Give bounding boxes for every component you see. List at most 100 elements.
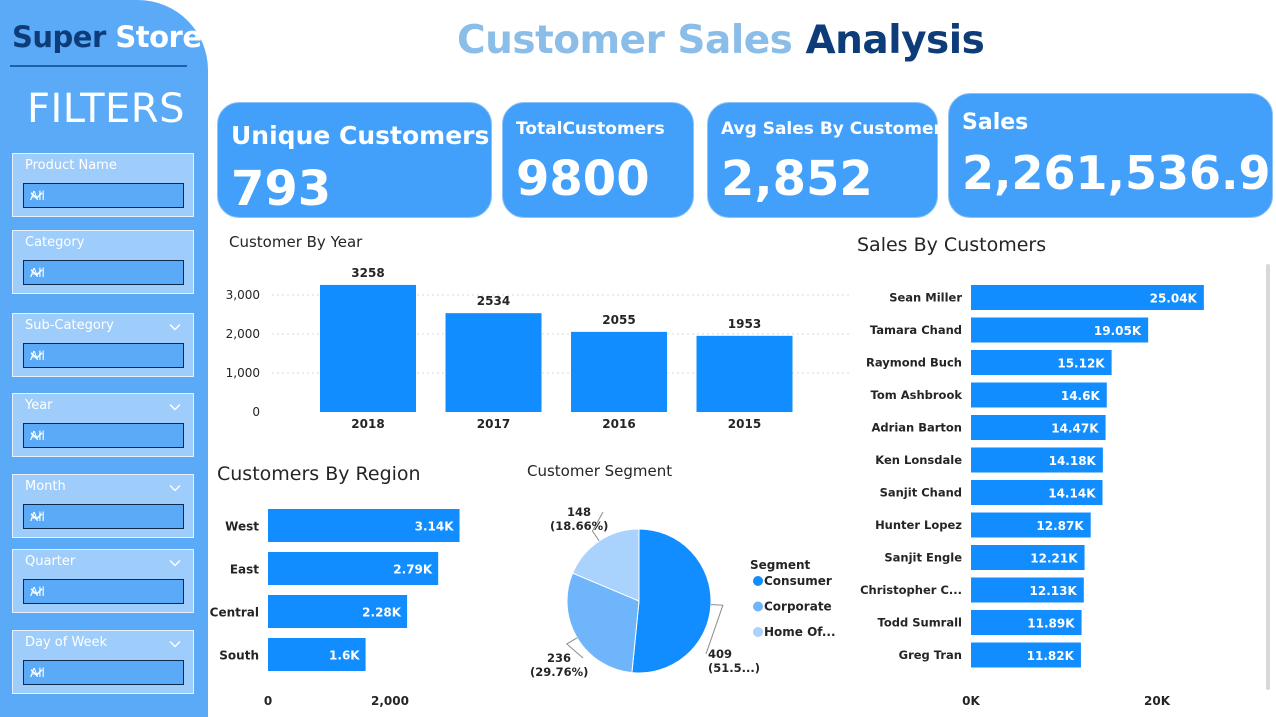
leader-line	[565, 637, 584, 659]
filters-sidebar: Super Store FILTERS Product Name All Categ…	[0, 0, 208, 717]
filter-dropdown[interactable]: All	[23, 423, 184, 448]
x-tick-label: 2016	[602, 417, 635, 431]
filter-label: Month	[25, 479, 66, 494]
y-category-label: West	[225, 520, 259, 534]
bar	[971, 610, 1082, 635]
filter-slicer: Category All	[12, 230, 194, 294]
chevron-down-icon[interactable]	[169, 398, 181, 411]
bar	[971, 382, 1107, 408]
kpi-card-sales: Sales 2,261,536.97	[948, 93, 1276, 218]
pie-slice	[631, 528, 712, 674]
bar	[268, 552, 439, 585]
filter-dropdown[interactable]: All	[23, 183, 184, 208]
y-tick-label: 0	[252, 405, 260, 419]
kpi-label: TotalCustomers	[516, 119, 665, 139]
data-label-value: 236	[547, 651, 571, 665]
bar	[971, 577, 1084, 603]
legend-marker	[753, 576, 763, 586]
chevron-down-icon	[30, 189, 43, 202]
data-label: 12.21K	[1030, 552, 1078, 566]
bar	[445, 313, 542, 412]
legend-label: Consumer	[764, 574, 832, 588]
customers-by-region-title: Customers By Region	[217, 463, 421, 485]
title-part2: Analysis	[805, 18, 985, 63]
chevron-down-icon[interactable]	[169, 635, 181, 648]
y-category-label: Tom Ashbrook	[871, 388, 963, 402]
y-category-label: Tamara Chand	[870, 323, 962, 337]
data-label: 3258	[351, 266, 384, 280]
y-category-label: Sanjit Engle	[884, 551, 962, 565]
data-label-percent: (18.66%)	[550, 519, 608, 533]
chevron-down-icon[interactable]	[169, 554, 181, 567]
bar	[971, 447, 1103, 473]
data-label: 12.87K	[1036, 519, 1084, 533]
legend-marker	[753, 601, 763, 612]
chevron-down-icon	[30, 429, 43, 442]
chevron-down-icon	[30, 585, 43, 598]
bar	[971, 642, 1081, 668]
bar	[696, 335, 793, 412]
filter-slicer: Sub-Category All	[12, 313, 194, 377]
y-tick-label: 2,000	[226, 327, 260, 341]
customer-segment-chart: 409(51.5...) 236(29.76%) 148(18.66%) Segmen…	[530, 505, 836, 679]
page-title: Customer Sales Analysis	[457, 18, 985, 63]
filter-dropdown[interactable]: All	[23, 660, 184, 685]
bar	[268, 509, 460, 542]
kpi-card-total-customers: TotalCustomers 9800	[502, 102, 694, 218]
chevron-down-icon	[30, 349, 43, 362]
kpi-card-unique-customers: Unique Customers 793	[217, 102, 492, 218]
filter-label: Sub-Category	[25, 318, 114, 333]
chevron-down-icon[interactable]	[169, 318, 181, 331]
bar	[268, 638, 366, 671]
chevron-down-icon	[30, 266, 43, 279]
x-tick-label: 0	[264, 694, 272, 708]
customer-by-year-chart: 0 1,000 2,000 3,000 3258 2018 2534 2017 2055 2016…	[226, 266, 850, 431]
data-label-percent: (51.5...)	[708, 661, 760, 675]
data-label: 11.89K	[1027, 617, 1075, 631]
brand-part2: Store	[115, 20, 202, 54]
filter-slicer: Year All	[12, 393, 194, 457]
chevron-down-icon[interactable]	[169, 479, 181, 492]
x-tick-label: 0K	[962, 694, 980, 708]
chevron-down-icon	[30, 510, 43, 523]
data-label: 14.6K	[1061, 389, 1101, 403]
filter-label: Day of Week	[25, 635, 108, 650]
bar	[268, 595, 408, 628]
filter-slicer: Day of Week All	[12, 630, 194, 694]
filter-dropdown[interactable]: All	[23, 504, 184, 529]
chart-scrollbar[interactable]	[1266, 264, 1270, 690]
brand-logo: Super Store	[12, 20, 202, 54]
bar	[971, 415, 1106, 440]
kpi-label: Avg Sales By Customer	[721, 119, 942, 139]
data-label: 2055	[602, 313, 635, 327]
filter-dropdown[interactable]: All	[23, 260, 184, 285]
y-category-label: Christopher C...	[860, 583, 962, 597]
sales-by-customers-chart: Sean Miller 25.04K Tamara Chand 19.05K Raymo…	[860, 285, 1204, 708]
y-category-label: Todd Sumrall	[878, 616, 962, 630]
y-category-label: Sanjit Chand	[880, 486, 962, 500]
sales-by-customers-title: Sales By Customers	[857, 234, 1047, 256]
x-tick-label: 2017	[477, 417, 510, 431]
brand-part1: Super	[12, 20, 106, 54]
bar	[571, 331, 667, 412]
filters-title: FILTERS	[27, 86, 185, 132]
filter-dropdown[interactable]: All	[23, 579, 184, 604]
filter-label: Quarter	[25, 554, 76, 569]
title-part1: Customer Sales	[457, 18, 793, 63]
filter-slicer: Month All	[12, 474, 194, 538]
data-label-percent: (29.76%)	[530, 665, 588, 679]
leader-line	[705, 604, 724, 655]
bar	[320, 284, 416, 412]
kpi-card-avg-sales: Avg Sales By Customer 2,852	[707, 102, 942, 218]
bar	[971, 317, 1149, 343]
data-label: 25.04K	[1150, 292, 1198, 306]
y-category-label: Raymond Buch	[866, 356, 962, 370]
bar	[971, 512, 1091, 538]
filter-dropdown[interactable]: All	[23, 343, 184, 368]
data-label: 14.18K	[1049, 454, 1097, 468]
data-label: 14.47K	[1051, 422, 1099, 436]
data-label-value: 148	[567, 505, 591, 519]
y-category-label: East	[230, 563, 259, 577]
legend-marker	[753, 627, 763, 637]
y-category-label: Central	[210, 606, 259, 620]
